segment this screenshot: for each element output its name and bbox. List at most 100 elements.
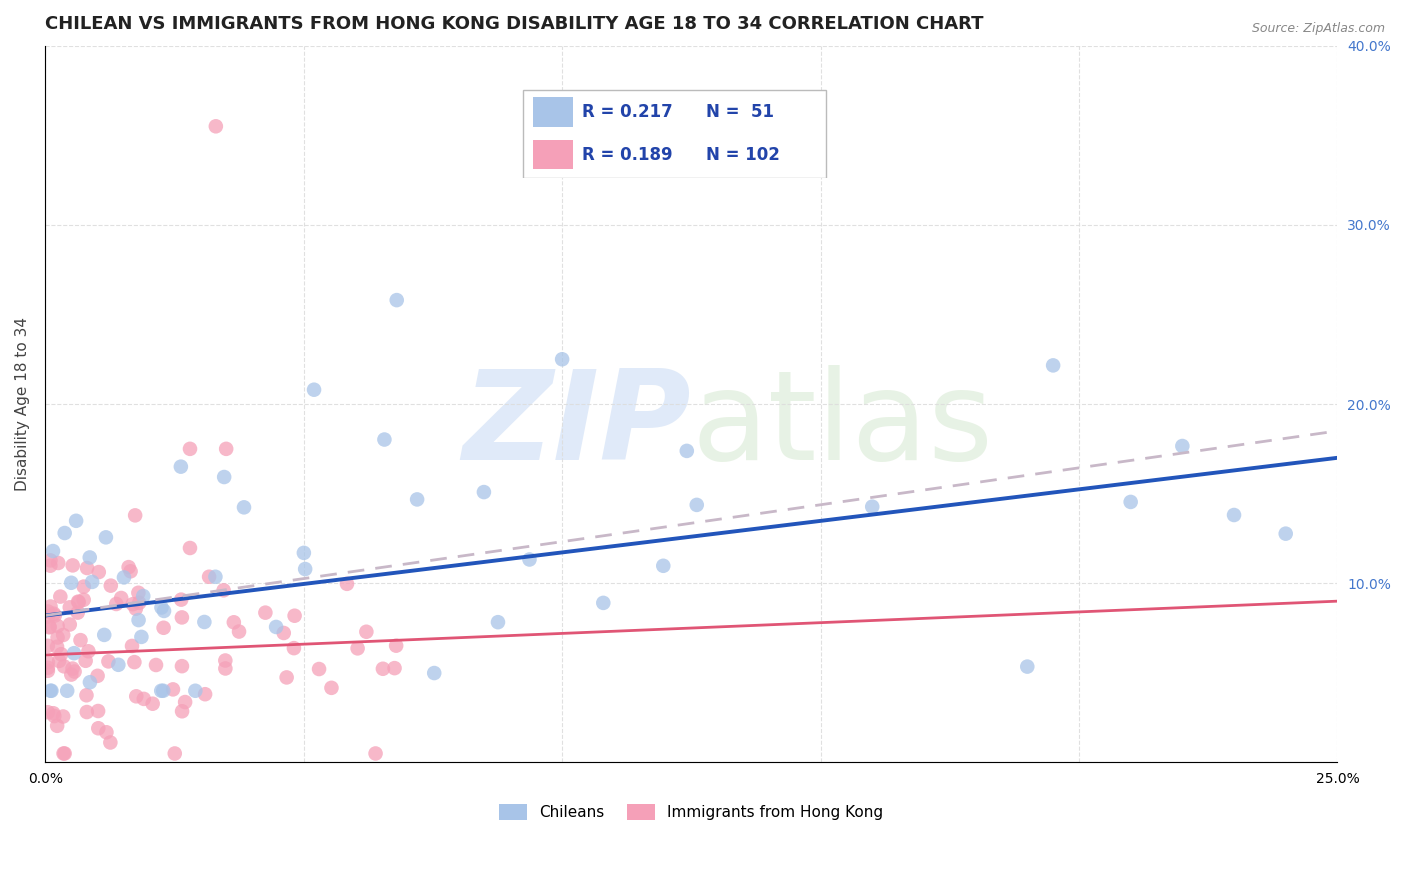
Point	[52, 709, 75, 723]
Point	[179, 541, 201, 555]
Point	[294, 562, 316, 576]
Point	[1119, 495, 1142, 509]
Point	[302, 383, 325, 397]
Point	[37, 605, 59, 619]
Point	[860, 500, 883, 514]
Point	[204, 570, 226, 584]
Point	[308, 662, 330, 676]
Point	[62, 558, 84, 573]
Point	[39, 558, 62, 573]
Point	[371, 662, 394, 676]
Point	[49, 647, 72, 661]
Point	[105, 597, 128, 611]
Point	[132, 589, 155, 603]
Text: Source: ZipAtlas.com: Source: ZipAtlas.com	[1251, 22, 1385, 36]
Point	[121, 639, 143, 653]
Point	[406, 492, 429, 507]
Point	[48, 654, 70, 668]
Point	[73, 580, 96, 594]
Point	[131, 630, 153, 644]
Point	[39, 683, 62, 698]
Point	[214, 653, 236, 667]
Point	[172, 704, 194, 718]
Point	[76, 688, 98, 702]
Point	[86, 669, 108, 683]
Point	[52, 747, 75, 761]
Point	[254, 606, 277, 620]
Point	[273, 626, 295, 640]
Point	[37, 661, 59, 675]
Point	[52, 628, 75, 642]
Point	[65, 514, 87, 528]
Point	[127, 586, 149, 600]
Point	[163, 747, 186, 761]
Point	[214, 661, 236, 675]
Legend: Chileans, Immigrants from Hong Kong: Chileans, Immigrants from Hong Kong	[494, 798, 890, 827]
Point	[364, 747, 387, 761]
Point	[194, 687, 217, 701]
Point	[120, 564, 142, 578]
Point	[356, 624, 378, 639]
Point	[53, 526, 76, 541]
Point	[215, 442, 238, 456]
Point	[94, 530, 117, 544]
Point	[551, 352, 574, 367]
Point	[107, 657, 129, 672]
Point	[212, 470, 235, 484]
Point	[60, 667, 83, 681]
Point	[37, 655, 59, 669]
Point	[77, 644, 100, 658]
Point	[128, 613, 150, 627]
Point	[42, 544, 65, 558]
Point	[46, 640, 69, 654]
Point	[67, 595, 90, 609]
Point	[152, 621, 174, 635]
Point	[284, 608, 307, 623]
Point	[652, 558, 675, 573]
Point	[152, 683, 174, 698]
Point	[193, 615, 215, 629]
Point	[73, 592, 96, 607]
Point	[46, 719, 69, 733]
Point	[1017, 659, 1039, 673]
Point	[46, 631, 69, 645]
Point	[79, 675, 101, 690]
FancyBboxPatch shape	[523, 90, 827, 178]
Text: N =  51: N = 51	[706, 103, 773, 121]
Point	[96, 725, 118, 739]
Point	[79, 550, 101, 565]
Point	[264, 620, 287, 634]
Point	[384, 661, 406, 675]
Point	[283, 641, 305, 656]
Point	[53, 659, 76, 673]
Point	[56, 683, 79, 698]
Point	[198, 570, 221, 584]
Point	[76, 705, 98, 719]
Point	[184, 683, 207, 698]
Point	[37, 705, 59, 719]
Point	[63, 646, 86, 660]
Point	[423, 666, 446, 681]
Point	[592, 596, 614, 610]
Point	[121, 597, 143, 611]
Bar	[533, 140, 572, 169]
Point	[87, 704, 110, 718]
Point	[153, 604, 176, 618]
Point	[132, 691, 155, 706]
Point	[385, 293, 408, 307]
Point	[373, 433, 395, 447]
Point	[1042, 359, 1064, 373]
Point	[44, 709, 66, 723]
Point	[117, 560, 139, 574]
Point	[472, 485, 495, 500]
Point	[39, 599, 62, 614]
Point	[37, 639, 59, 653]
Point	[170, 459, 193, 474]
Point	[44, 608, 66, 623]
Point	[97, 654, 120, 668]
Point	[321, 681, 343, 695]
Point	[125, 601, 148, 615]
Point	[62, 662, 84, 676]
Point	[87, 721, 110, 735]
Point	[38, 620, 60, 634]
